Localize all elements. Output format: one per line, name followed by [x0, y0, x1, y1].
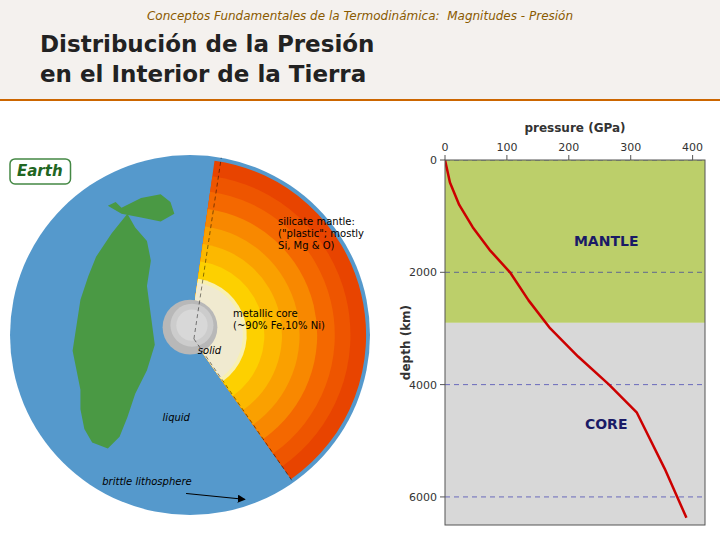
annotation: Earth: [17, 162, 63, 180]
x-tick-label: 100: [496, 141, 517, 154]
x-tick: [445, 155, 446, 160]
chart-container: Conceptos Fundamentales de la Termodinám…: [0, 0, 720, 540]
x-axis-label: pressure (GPa): [524, 121, 625, 135]
annotation-line: Si, Mg & O): [278, 240, 334, 251]
earth-cut-line: [194, 158, 221, 339]
annotation-line: (~90% Fe,10% Ni): [233, 320, 325, 331]
earth-illustration: [10, 155, 370, 515]
plot: [445, 160, 705, 525]
y-tick: [440, 496, 445, 497]
plot-frame: [445, 160, 705, 525]
chart-svg: Conceptos Fundamentales de la Termodinám…: [0, 0, 720, 540]
annotation-line: ("plastic"; mostly: [278, 228, 364, 239]
x-tick-label: 300: [620, 141, 641, 154]
header-rule: [0, 99, 720, 101]
annotation-line: liquid: [163, 412, 191, 423]
plot-background: [445, 160, 705, 525]
grid-line: [445, 272, 705, 273]
y-axis-label: depth (km): [399, 305, 413, 380]
x-tick-label: 400: [682, 141, 703, 154]
y-tick: [440, 160, 445, 161]
annotation-line: solid: [198, 345, 222, 356]
plot-data: [445, 160, 705, 525]
earth-continent: [108, 194, 175, 221]
x-tick: [692, 155, 693, 160]
x-tick: [568, 155, 569, 160]
subtitle: Conceptos Fundamentales de la Termodinám…: [147, 9, 573, 23]
title: en el Interior de la Tierra: [40, 61, 366, 87]
earth-inner-core: [176, 310, 207, 341]
annotation-line: Earth: [17, 162, 63, 180]
y-tick: [440, 384, 445, 385]
y-tick-label: 2000: [409, 266, 437, 279]
annotation-arrow: [186, 493, 245, 499]
earth-label-box: [10, 159, 71, 184]
annotation: metallic core(~90% Fe,10% Ni): [233, 308, 325, 331]
x-tick-label: 0: [442, 141, 449, 154]
region-label: MANTLE: [574, 233, 639, 249]
y-tick-label: 0: [430, 154, 437, 167]
annotation-line: brittle lithosphere: [102, 476, 191, 487]
x-tick-label: 200: [558, 141, 579, 154]
x-tick: [506, 155, 507, 160]
earth-cut-line: [194, 339, 293, 483]
region-label: CORE: [585, 416, 628, 432]
annotation: brittle lithosphere: [102, 476, 191, 487]
y-tick-label: 4000: [409, 379, 437, 392]
data-line: [445, 160, 686, 518]
y-tick-label: 6000: [409, 491, 437, 504]
earth-continent: [73, 214, 155, 449]
grid-line: [445, 384, 705, 385]
grid-line: [445, 496, 705, 497]
earth-ocean: [10, 155, 370, 515]
earth-inner-core: [170, 304, 213, 347]
annotation: silicate mantle:("plastic"; mostlySi, Mg…: [278, 216, 364, 251]
header-band: [0, 0, 720, 100]
annotation: liquid: [163, 412, 191, 423]
x-tick: [630, 155, 631, 160]
title: Distribución de la Presión: [40, 31, 374, 57]
annotation: solid: [198, 345, 222, 356]
annotation-line: metallic core: [233, 308, 298, 319]
annotation-line: silicate mantle:: [278, 216, 355, 227]
y-tick: [440, 272, 445, 273]
